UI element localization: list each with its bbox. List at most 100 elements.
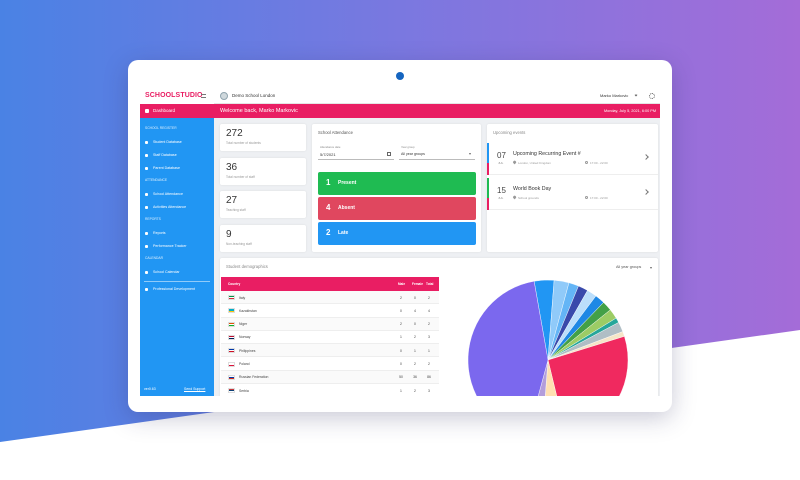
nav-icon bbox=[145, 167, 148, 170]
pie-slice[interactable] bbox=[467, 280, 549, 396]
nav-item[interactable]: Staff Database bbox=[140, 149, 214, 162]
nav-label: Professional Development bbox=[153, 286, 195, 291]
flag-stripe bbox=[229, 297, 234, 298]
attendance-button[interactable]: 4 Absent bbox=[318, 197, 476, 220]
support-link[interactable]: Send Support bbox=[184, 387, 206, 391]
nav-label: Dashboard bbox=[153, 108, 176, 113]
user-chevron[interactable] bbox=[634, 93, 638, 97]
nav-item[interactable]: Parent Database bbox=[140, 162, 214, 175]
attendance-label: Absent bbox=[338, 205, 355, 211]
school-icon[interactable] bbox=[220, 92, 228, 100]
event-item[interactable]: 07 JUL Upcoming Recurring Event # London, U… bbox=[487, 143, 658, 175]
divider bbox=[144, 281, 210, 282]
cell-country: Norway bbox=[239, 335, 251, 340]
events-card: Upcoming events 07 JUL Upcoming Recurring E… bbox=[487, 124, 658, 252]
card-title: School Attendance bbox=[318, 130, 353, 135]
cell-number: 2 bbox=[400, 322, 402, 327]
event-location: School grounds bbox=[518, 195, 539, 200]
date-input[interactable]: 5/7/2021 bbox=[318, 148, 394, 160]
cell-number: 3 bbox=[428, 335, 430, 340]
column-header: Total bbox=[426, 282, 434, 286]
event-stripe bbox=[487, 163, 489, 175]
event-time: 17:00 - 22:00 bbox=[590, 195, 608, 200]
nav-heading: CALENDAR bbox=[145, 256, 163, 260]
table-header: Country Male Female Total bbox=[221, 277, 439, 291]
nav-item[interactable]: Performance Tracker bbox=[140, 240, 214, 253]
flag-stripe bbox=[229, 351, 234, 353]
nav-icon bbox=[145, 232, 148, 235]
cell-number: 0 bbox=[400, 308, 402, 313]
welcome-message: Welcome back, Marko Markovic bbox=[220, 107, 298, 114]
topbar: Demo School London Marko Markovic bbox=[214, 88, 660, 104]
group-value: All year groups bbox=[401, 152, 425, 156]
menu-toggle[interactable] bbox=[201, 94, 206, 98]
table-row: Philippines 0 1 1 bbox=[221, 344, 439, 358]
flag-stripe bbox=[229, 377, 234, 379]
flag-stripe bbox=[229, 364, 234, 366]
nav-item[interactable]: Activities Attendance bbox=[140, 201, 214, 214]
table-row: Niger 2 0 2 bbox=[221, 317, 439, 331]
select-arrow bbox=[469, 153, 471, 155]
event-stripe bbox=[487, 143, 489, 163]
column-header: Country bbox=[228, 282, 241, 286]
attendance-count: 1 bbox=[326, 178, 331, 187]
event-chevron[interactable] bbox=[643, 189, 649, 195]
nav-label: School Attendance bbox=[153, 191, 183, 196]
table-row: Russian Federation 50 36 86 bbox=[221, 370, 439, 385]
flag-stripe bbox=[229, 296, 234, 297]
card-title: Student demographics bbox=[226, 264, 268, 269]
table-row: Serbia 1 2 3 bbox=[221, 384, 439, 396]
flag-stripe bbox=[229, 310, 234, 312]
filter-select[interactable]: All year groups bbox=[616, 265, 642, 269]
field-label: Attendance date bbox=[320, 145, 341, 149]
event-day: 15 bbox=[497, 186, 506, 195]
cell-number: 1 bbox=[400, 335, 402, 340]
card-title: Upcoming events bbox=[493, 130, 526, 135]
flag bbox=[228, 321, 235, 327]
nav-icon bbox=[145, 245, 148, 248]
flag bbox=[228, 374, 235, 380]
stat-label: Non-teaching staff bbox=[226, 241, 252, 246]
user-name[interactable]: Marko Markovic bbox=[600, 93, 629, 98]
school-name[interactable]: Demo School London bbox=[232, 93, 276, 98]
event-name: Upcoming Recurring Event # bbox=[513, 151, 581, 157]
settings-icon[interactable] bbox=[649, 92, 655, 99]
flag bbox=[228, 295, 235, 300]
cell-number: 50 bbox=[399, 375, 403, 380]
nav-item[interactable]: School Attendance bbox=[140, 188, 214, 201]
attendance-button[interactable]: 1 Present bbox=[318, 172, 476, 195]
flag-stripe bbox=[229, 363, 234, 365]
nav-item[interactable]: School Calendar bbox=[140, 266, 214, 279]
attendance-button[interactable]: 2 Late bbox=[318, 222, 476, 245]
stat-card: 36 Total number of staff bbox=[220, 157, 306, 185]
nav-item[interactable]: Professional Development bbox=[140, 283, 214, 296]
nav-item[interactable]: Reports bbox=[140, 227, 214, 240]
nav-icon bbox=[145, 154, 148, 157]
flag-stripe bbox=[229, 323, 234, 325]
event-item[interactable]: 15 JUL World Book Day School grounds 17:00 -… bbox=[487, 178, 658, 210]
table-row: Italy 2 0 2 bbox=[221, 291, 439, 305]
flag-stripe bbox=[229, 335, 234, 337]
demographics-card: Student demographics All year groups Count… bbox=[220, 258, 658, 396]
flag bbox=[228, 308, 235, 314]
flag-stripe bbox=[229, 389, 234, 391]
event-chevron[interactable] bbox=[643, 154, 649, 160]
cell-country: Serbia bbox=[239, 388, 249, 393]
group-select[interactable]: All year groups bbox=[399, 148, 475, 160]
pie-slice[interactable] bbox=[547, 336, 629, 396]
nav-item-active[interactable]: Dashboard bbox=[140, 104, 214, 118]
cell-number: 0 bbox=[400, 362, 402, 366]
attendance-label: Present bbox=[338, 180, 357, 186]
table: Country Male Female Total Italy 2 0 2 Kazakhstan… bbox=[221, 277, 439, 396]
pie-slice[interactable] bbox=[542, 359, 567, 396]
nav-label: Performance Tracker bbox=[153, 243, 187, 248]
flag-stripe bbox=[229, 391, 234, 393]
nav-item[interactable]: Student Database bbox=[140, 136, 214, 149]
stat-value: 27 bbox=[226, 195, 238, 206]
attendance-label: Late bbox=[338, 230, 349, 236]
cell-number: 2 bbox=[414, 388, 416, 393]
cell-country: Russian Federation bbox=[239, 375, 269, 380]
stat-label: Total number of staff bbox=[226, 174, 255, 179]
nav-label: Parent Database bbox=[153, 165, 180, 170]
table-row: Kazakhstan 0 4 4 bbox=[221, 304, 439, 318]
